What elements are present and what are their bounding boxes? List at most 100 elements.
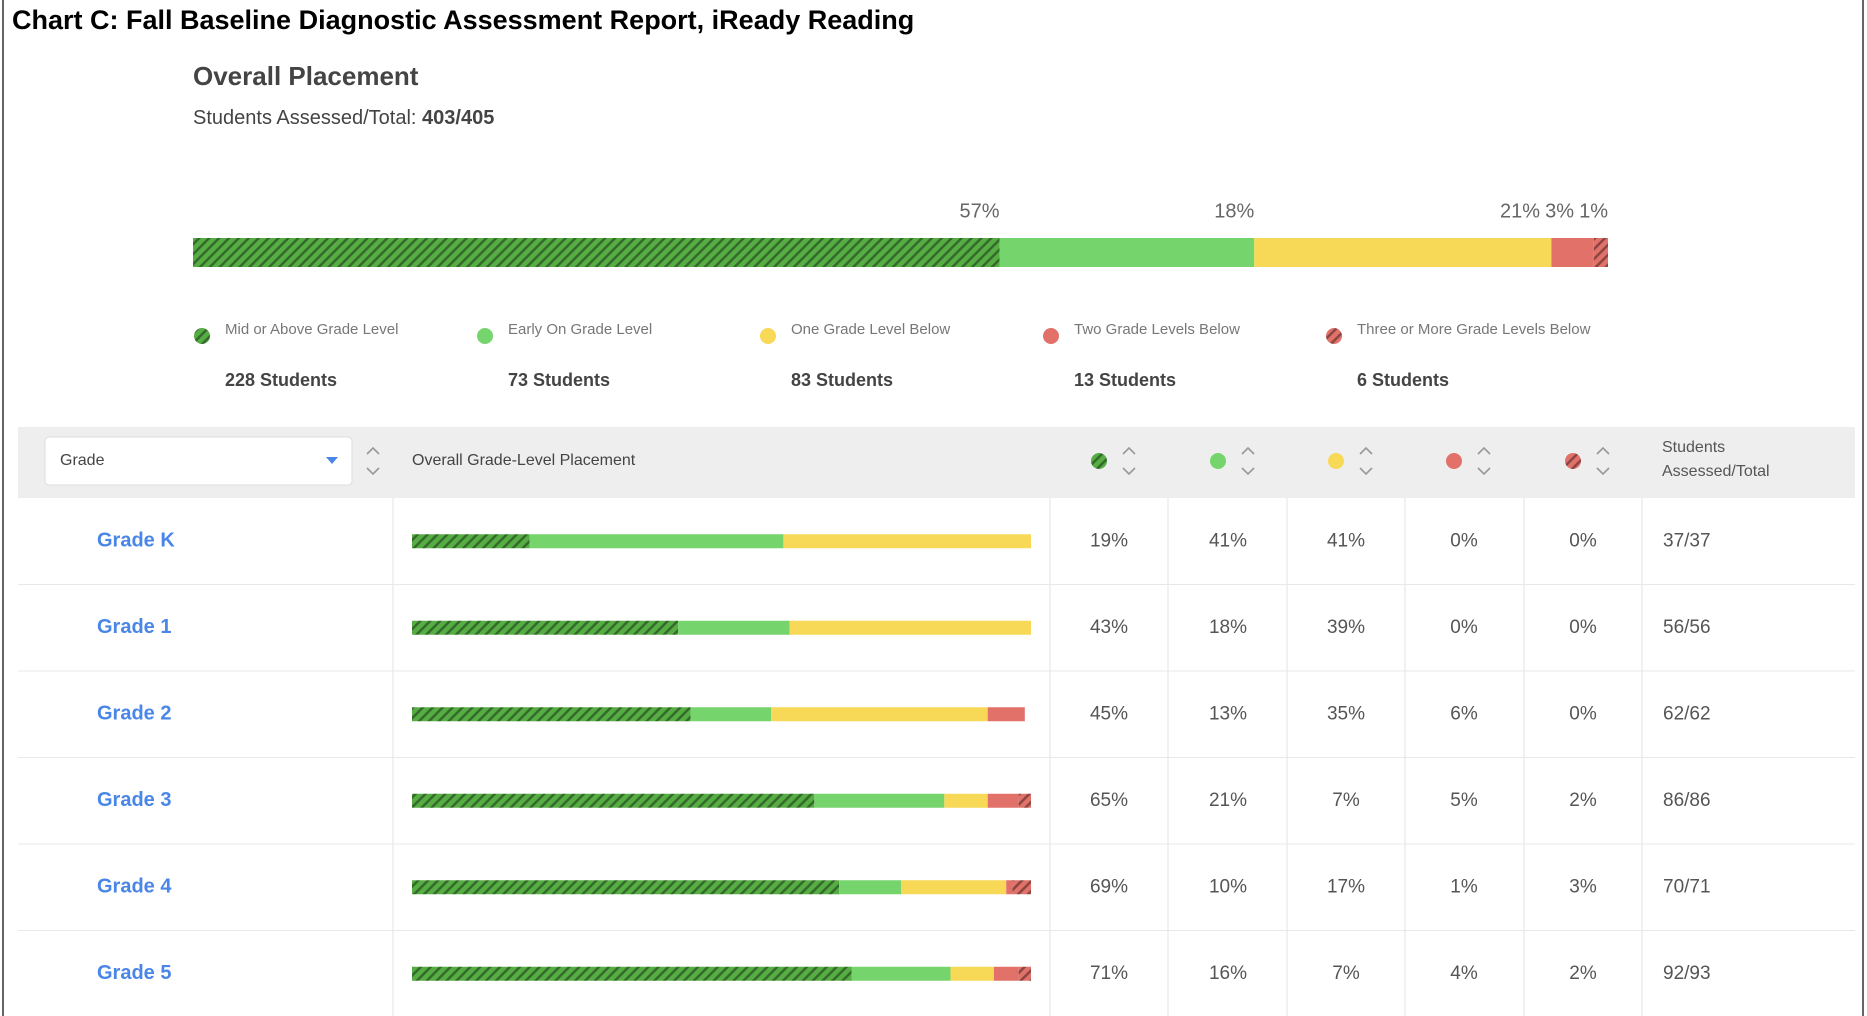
grade-link[interactable]: Grade 5 [97, 962, 171, 984]
legend-label: Three or More Grade Levels Below [1357, 321, 1591, 338]
legend-label: Mid or Above Grade Level [225, 321, 398, 338]
legend-count: 228 Students [225, 370, 337, 390]
row-percent: 65% [1090, 790, 1128, 811]
row-percent: 45% [1090, 703, 1128, 724]
row-bar-segment [412, 707, 691, 722]
legend-count: 83 Students [791, 370, 893, 390]
row-percent: 3% [1569, 876, 1597, 897]
legend-dot [477, 328, 493, 344]
row-percent: 5% [1450, 790, 1478, 811]
row-bar-segment [944, 793, 988, 808]
row-bar-segment [1012, 880, 1031, 895]
legend-count: 6 Students [1357, 370, 1449, 390]
row-percent: 13% [1209, 703, 1247, 724]
row-bar-segment [412, 880, 840, 895]
overall-percent-label: 3% [1545, 200, 1574, 222]
overall-bar-segment [193, 238, 1000, 267]
legend-label: Two Grade Levels Below [1074, 321, 1240, 338]
row-bar [412, 707, 1025, 722]
sort-control[interactable] [366, 446, 380, 476]
overall-percent-label: 21% [1500, 200, 1540, 222]
row-percent: 0% [1569, 617, 1597, 638]
legend-label: One Grade Level Below [791, 321, 950, 338]
row-percent: 19% [1090, 530, 1128, 551]
row-bar-segment [814, 793, 945, 808]
overall-percent-label: 1% [1579, 200, 1608, 222]
row-percent: 18% [1209, 617, 1247, 638]
legend-label: Early On Grade Level [508, 321, 652, 338]
row-total: 62/62 [1663, 703, 1711, 724]
grade-link[interactable]: Grade K [97, 530, 175, 552]
page-title: Chart C: Fall Baseline Diagnostic Assess… [12, 5, 914, 35]
column-icon [1328, 453, 1344, 469]
row-bar [412, 620, 1031, 635]
row-percent: 39% [1327, 617, 1365, 638]
row-percent: 43% [1090, 617, 1128, 638]
row-percent: 7% [1332, 790, 1360, 811]
row-percent: 41% [1327, 530, 1365, 551]
row-bar [412, 966, 1031, 981]
grade-link[interactable]: Grade 4 [97, 876, 172, 898]
dropdown-label[interactable]: Grade [60, 452, 105, 469]
overall-bar-segment [1254, 238, 1552, 267]
row-bar-segment [987, 707, 1025, 722]
row-percent: 0% [1450, 617, 1478, 638]
row-bar-segment [839, 880, 902, 895]
row-percent: 17% [1327, 876, 1365, 897]
grade-link[interactable]: Grade 3 [97, 789, 171, 811]
row-bar-segment [771, 707, 988, 722]
row-bar-segment [1018, 793, 1031, 808]
legend-dot [760, 328, 776, 344]
row-percent: 7% [1332, 963, 1360, 984]
sort-control[interactable] [1359, 446, 1373, 476]
legend-dot [1043, 328, 1059, 344]
grade-link[interactable]: Grade 1 [97, 616, 171, 638]
row-percent: 41% [1209, 530, 1247, 551]
row-total: 37/37 [1663, 530, 1711, 551]
row-bar [412, 793, 1031, 808]
assessed-label: Students Assessed/Total: [193, 107, 416, 129]
row-bar-segment [412, 793, 815, 808]
row-bar-segment [678, 620, 790, 635]
row-bar-segment [1006, 880, 1013, 895]
column-header: Students Assessed/Total [1662, 439, 1770, 480]
sort-control[interactable] [1241, 446, 1255, 476]
row-bar-segment [783, 534, 1031, 549]
row-percent: 2% [1569, 790, 1597, 811]
grade-link[interactable]: Grade 2 [97, 703, 171, 725]
row-percent: 0% [1450, 530, 1478, 551]
dropdown-arrow[interactable] [326, 457, 338, 464]
legend-count: 73 Students [508, 370, 610, 390]
row-percent: 21% [1209, 790, 1247, 811]
row-percent: 2% [1569, 963, 1597, 984]
legend-count: 13 Students [1074, 370, 1176, 390]
row-percent: 10% [1209, 876, 1247, 897]
overall-bar-segment [1551, 238, 1594, 267]
row-bar-segment [950, 966, 994, 981]
row-percent: 69% [1090, 876, 1128, 897]
legend-dot [1326, 328, 1342, 344]
row-percent: 35% [1327, 703, 1365, 724]
row-total: 86/86 [1663, 790, 1711, 811]
row-bar-segment [412, 620, 679, 635]
row-percent: 6% [1450, 703, 1478, 724]
overall-bar-segment [1593, 238, 1608, 267]
row-percent: 71% [1090, 963, 1128, 984]
row-bar-segment [690, 707, 772, 722]
sort-control[interactable] [1122, 446, 1136, 476]
row-bar [412, 880, 1031, 895]
row-percent: 1% [1450, 876, 1478, 897]
assessed: Students Assessed/Total: 403/405 [193, 107, 494, 129]
sort-control[interactable] [1596, 446, 1610, 476]
row-bar-segment [987, 793, 1019, 808]
sort-control[interactable] [1477, 446, 1491, 476]
column-icon [1446, 453, 1462, 469]
row-bar-segment [412, 966, 852, 981]
overall-percent-label: 18% [1214, 200, 1254, 222]
dropdown[interactable] [44, 436, 353, 486]
row-total: 92/93 [1663, 963, 1711, 984]
column-icon [1210, 453, 1226, 469]
column-icon [1565, 453, 1581, 469]
row-bar-segment [901, 880, 1007, 895]
